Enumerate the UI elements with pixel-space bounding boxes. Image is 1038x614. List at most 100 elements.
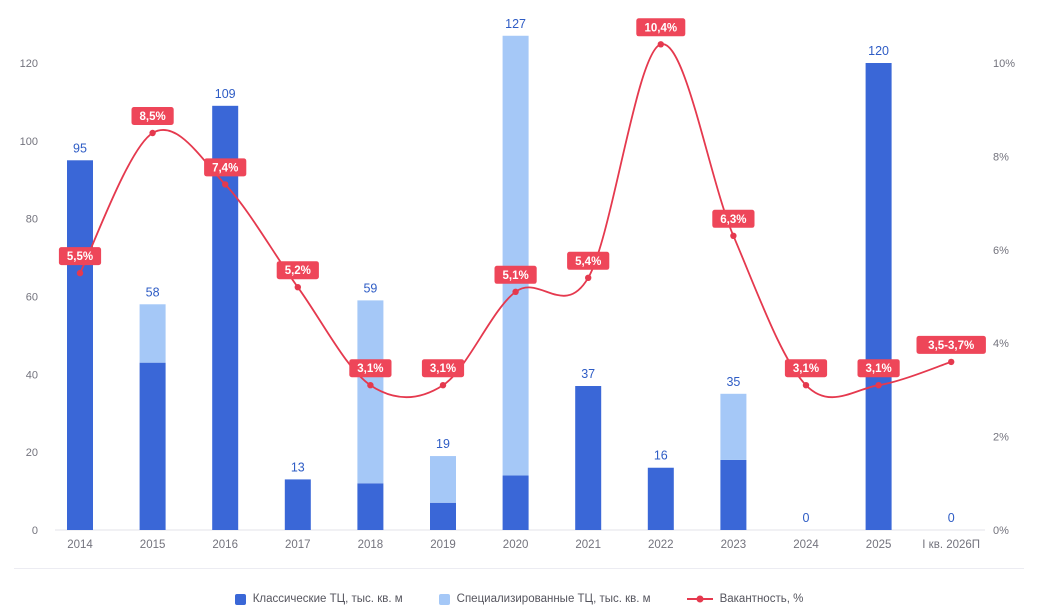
x-axis-category-label: 2023 [721, 539, 747, 551]
left-axis-tick-label: 40 [26, 369, 38, 381]
vacancy-badge [636, 18, 686, 37]
right-axis-tick-label: 10% [993, 58, 1015, 70]
left-axis-tick-label: 80 [26, 214, 38, 226]
left-axis-tick-label: 20 [26, 447, 38, 459]
vacancy-badge [712, 209, 755, 228]
x-axis-category-label: 2024 [793, 539, 819, 551]
right-axis-tick-label: 6% [993, 245, 1009, 257]
legend-item-classic-tc[interactable]: Классические ТЦ, тыс. кв. м [234, 593, 403, 605]
vacancy-badge-label: 3,1% [357, 363, 383, 375]
x-axis-category-label: 2014 [67, 539, 93, 551]
bar-total-label: 16 [654, 449, 668, 463]
vacancy-badge [204, 158, 247, 177]
vacancy-point [222, 181, 229, 188]
bar-total-label: 19 [436, 437, 450, 451]
x-axis-category-label: 2016 [212, 539, 238, 551]
bar-total-label: 13 [291, 460, 305, 474]
vacancy-badge [857, 359, 900, 378]
vacancy-point [149, 129, 156, 137]
bar-segment-specialized [357, 300, 384, 484]
x-axis-category-label: I кв. 2026П [922, 539, 980, 551]
legend-line-swatch [686, 595, 713, 603]
right-axis-tick-label: 2% [993, 432, 1009, 444]
bar-total-label: 35 [726, 375, 740, 389]
bar-total-label: 109 [215, 87, 236, 101]
vacancy-badge-label: 10,4% [644, 22, 677, 34]
bar-segment-specialized [430, 456, 456, 503]
vacancy-badge-label: 5,1% [502, 270, 528, 282]
x-axis-category-label: 2015 [140, 539, 166, 551]
bar-total-label: 95 [73, 141, 87, 155]
vacancy-badge [349, 359, 392, 378]
vacancy-badge-label: 7,4% [212, 162, 238, 174]
vacancy-badge-label: 3,5-3,7% [928, 340, 974, 352]
vacancy-badge [916, 335, 986, 354]
x-axis-category-label: 2021 [575, 539, 601, 551]
vacancy-point [294, 284, 301, 291]
vacancy-badge-label: 5,2% [285, 265, 311, 277]
bar-total-label: 0 [948, 511, 955, 525]
vacancy-badge-label: 5,5% [67, 251, 93, 263]
legend-swatch-classic [234, 593, 246, 605]
bar-segment-classic [430, 502, 456, 530]
bar-segment-classic [139, 362, 166, 530]
legend-swatch-specialized [438, 593, 450, 605]
x-axis-category-label: 2019 [430, 539, 456, 551]
bar-segment-classic [357, 483, 384, 530]
vacancy-point [875, 382, 882, 389]
vacancy-badge [131, 107, 174, 125]
vacancy-point [512, 288, 519, 295]
bar-segment-classic [212, 105, 239, 530]
vacancy-badge-label: 3,1% [865, 363, 891, 375]
legend-label-classic: Классические ТЦ, тыс. кв. м [252, 593, 403, 605]
vacancy-badge-label: 3,1% [430, 363, 456, 375]
legend-item-vacancy[interactable]: Вакантность, % [686, 593, 804, 605]
bar-total-label: 127 [505, 17, 526, 31]
x-axis-category-label: 2025 [866, 539, 892, 551]
vacancy-point [439, 382, 447, 389]
chart-legend: Классические ТЦ, тыс. кв. м Специализиро… [14, 568, 1024, 614]
vacancy-point [76, 269, 84, 277]
vacancy-badge [567, 251, 610, 270]
left-axis-tick-label: 100 [20, 136, 38, 148]
vacancy-point [657, 41, 664, 48]
vacancy-badge [494, 265, 537, 284]
legend-label-specialized: Специализированные ТЦ, тыс. кв. м [456, 593, 651, 605]
bar-segment-classic [720, 459, 747, 530]
bar-segment-classic [502, 475, 529, 530]
vacancy-badge-label: 3,1% [793, 363, 819, 375]
left-axis-tick-label: 60 [26, 292, 38, 304]
vacancy-badge-label: 6,3% [720, 214, 746, 226]
vacancy-badge [421, 359, 465, 378]
x-axis-category-label: 2022 [648, 539, 674, 551]
vacancy-point [948, 358, 955, 366]
bar-total-label: 120 [868, 44, 889, 58]
bar-segment-classic [575, 386, 602, 530]
vacancy-point [367, 382, 374, 389]
bar-segment-specialized [139, 304, 166, 363]
legend-item-specialized-tc[interactable]: Специализированные ТЦ, тыс. кв. м [438, 593, 651, 605]
right-axis-tick-label: 4% [993, 338, 1009, 350]
bar-total-label: 37 [581, 367, 595, 381]
vacancy-badge [784, 359, 828, 378]
right-axis-tick-label: 0% [993, 525, 1009, 537]
legend-label-vacancy: Вакантность, % [719, 593, 804, 605]
left-axis-tick-label: 0 [32, 525, 38, 537]
x-axis-category-label: 2017 [285, 539, 311, 551]
bar-segment-specialized [502, 35, 529, 476]
right-axis-tick-label: 8% [993, 151, 1009, 163]
left-axis-tick-label: 120 [20, 58, 38, 70]
bar-segment-classic [865, 63, 892, 530]
bar-segment-classic [284, 479, 311, 530]
x-axis-category-label: 2020 [503, 539, 529, 551]
bar-total-label: 58 [146, 285, 160, 299]
bar-total-label: 59 [363, 281, 377, 295]
bar-segment-classic [647, 467, 674, 530]
chart-canvas: 0 20 40 60 80 100 120 0% 2% 4% 6% 8% 10% 2014 2015 2016… [20, 17, 1016, 551]
vacancy-badge-label: 8,5% [139, 111, 165, 123]
bar-total-label: 0 [803, 511, 810, 525]
x-axis-category-label: 2018 [358, 539, 384, 551]
vacancy-badge [58, 247, 102, 266]
bar-segment-classic [67, 160, 93, 530]
